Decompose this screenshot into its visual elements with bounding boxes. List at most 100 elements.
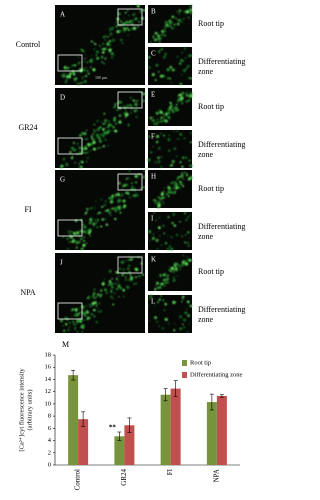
cell-signal (176, 275, 179, 277)
cell-signal (186, 256, 189, 259)
cell-signal (69, 233, 72, 236)
y-axis-label: (arbitrary units) (26, 390, 33, 431)
bar (114, 436, 125, 465)
cell-signal (185, 67, 188, 70)
cell-signal (76, 231, 80, 234)
cell-signal (71, 64, 74, 67)
cell-signal (156, 281, 159, 285)
cell-signal (177, 12, 180, 15)
legend-swatch (182, 360, 187, 366)
cell-signal (162, 224, 165, 227)
cell-signal (159, 273, 162, 276)
cell-signal (164, 20, 168, 24)
cell-signal (122, 26, 125, 29)
cell-signal (151, 236, 155, 240)
cell-signal (175, 186, 179, 190)
cell-signal (149, 294, 153, 298)
cell-signal (183, 241, 186, 243)
cell-signal (187, 99, 191, 102)
cell-signal (99, 310, 103, 313)
cell-signal (87, 142, 91, 146)
cell-signal (178, 315, 183, 319)
cell-signal (68, 150, 72, 154)
cell-signal (80, 81, 83, 84)
cell-signal (189, 304, 193, 308)
cell-signal (162, 74, 166, 78)
zone-label: Differentiating zone (198, 140, 246, 159)
cell-signal (92, 132, 95, 135)
cell-signal (72, 231, 77, 236)
bar (216, 395, 227, 465)
cell-signal (161, 196, 164, 200)
cell-signal (72, 238, 75, 241)
cell-signal (83, 225, 87, 229)
cell-signal (167, 322, 170, 325)
cell-signal (122, 22, 125, 25)
cell-signal (130, 107, 133, 111)
cell-signal (155, 320, 159, 323)
cell-signal (108, 210, 112, 215)
cell-signal (113, 125, 116, 127)
cell-signal (181, 165, 184, 169)
cell-signal (173, 27, 175, 29)
cell-signal (186, 172, 189, 175)
cell-signal (155, 33, 158, 36)
cell-signal (170, 236, 173, 238)
cell-signal (65, 75, 69, 79)
roi-box (57, 137, 83, 155)
cell-signal (89, 220, 93, 224)
cell-signal (136, 194, 139, 197)
cell-signal (168, 134, 170, 137)
cell-signal (118, 286, 122, 290)
cell-signal (171, 181, 174, 184)
micrograph (148, 212, 192, 250)
cell-signal (171, 161, 173, 164)
cell-signal (155, 111, 159, 115)
cell-signal (130, 111, 132, 114)
cell-signal (72, 239, 76, 243)
cell-signal (109, 289, 113, 293)
cell-signal (159, 118, 162, 121)
cell-signal (103, 288, 108, 292)
panel-letter: H (151, 173, 156, 181)
panel-letter: J (60, 259, 63, 267)
cell-signal (109, 32, 113, 36)
cell-signal (77, 62, 80, 65)
cell-signal (101, 282, 105, 286)
cell-signal (89, 235, 92, 237)
cell-signal (93, 296, 96, 300)
cell-signal (169, 65, 173, 69)
cell-signal (154, 37, 158, 42)
cell-signal (107, 119, 110, 123)
cell-signal (73, 148, 77, 152)
cell-signal (166, 68, 170, 72)
cell-signal (83, 60, 85, 63)
cell-signal (159, 199, 161, 201)
cell-signal (148, 297, 152, 300)
cell-signal (148, 135, 151, 138)
cell-signal (62, 72, 66, 77)
cell-signal (119, 211, 121, 213)
cell-signal (105, 47, 108, 51)
cell-signal (148, 319, 150, 321)
cell-signal (101, 61, 104, 63)
cell-signal (72, 320, 75, 324)
cell-signal (169, 25, 171, 28)
cell-signal (157, 160, 161, 164)
cell-signal (153, 33, 156, 35)
cell-signal (130, 6, 132, 8)
cell-signal (186, 331, 189, 333)
cell-signal (92, 222, 96, 226)
y-tick-label: 0 (48, 461, 51, 468)
cell-signal (162, 278, 165, 281)
cell-signal (182, 178, 185, 181)
cell-signal (87, 146, 90, 148)
cell-signal (142, 8, 146, 12)
cell-signal (187, 314, 191, 318)
cell-signal (162, 29, 167, 33)
cell-signal (174, 108, 178, 112)
cell-signal (169, 118, 171, 120)
cell-signal (100, 56, 104, 59)
cell-signal (94, 43, 97, 46)
cell-signal (186, 231, 190, 234)
